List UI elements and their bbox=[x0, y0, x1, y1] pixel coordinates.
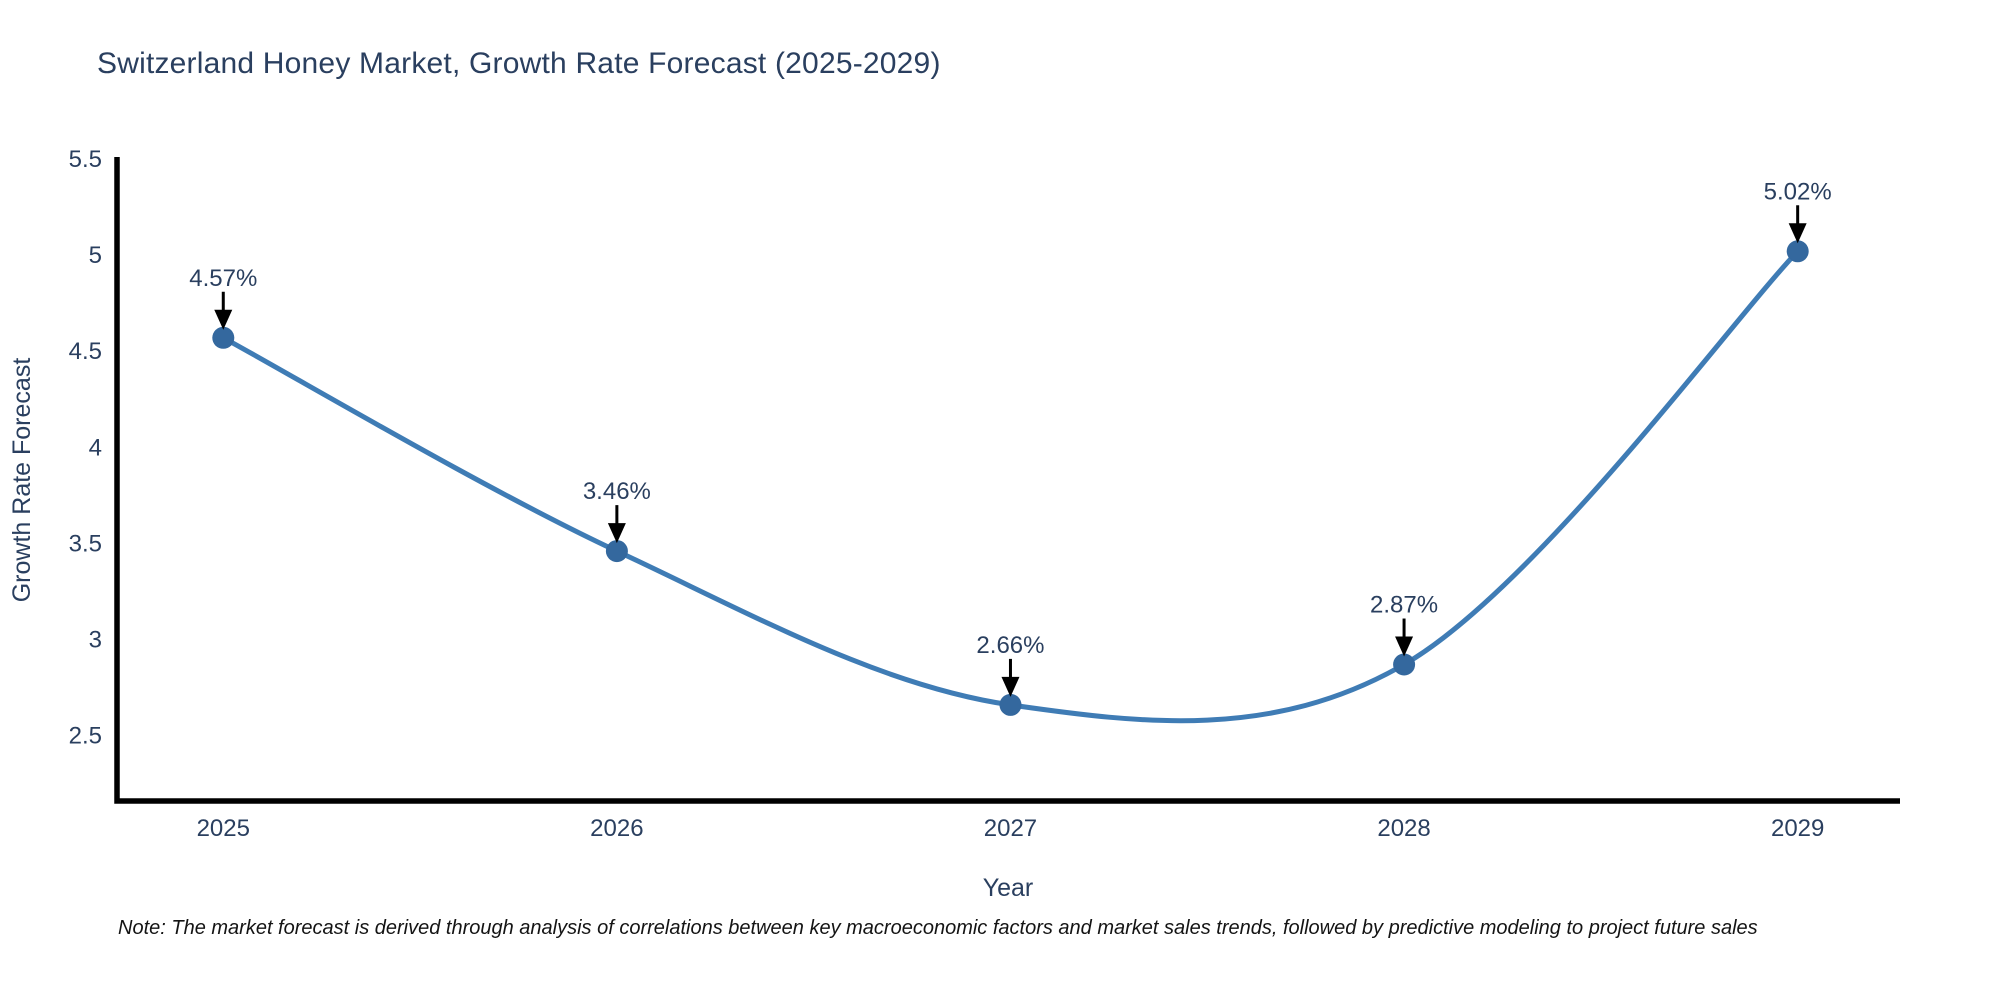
footnote: Note: The market forecast is derived thr… bbox=[118, 917, 1758, 939]
data-point-marker bbox=[212, 326, 235, 349]
y-tick-label: 5.5 bbox=[69, 146, 102, 173]
x-axis-title: Year bbox=[983, 874, 1034, 902]
annotation-arrowhead bbox=[1001, 676, 1020, 697]
y-tick-label: 2.5 bbox=[69, 723, 102, 750]
annotation-arrowhead bbox=[1395, 636, 1414, 657]
data-point-marker bbox=[605, 540, 628, 563]
annotation-arrowhead bbox=[214, 309, 233, 330]
x-tick-label: 2028 bbox=[1377, 815, 1430, 842]
x-tick-label: 2025 bbox=[197, 815, 250, 842]
y-tick-label: 4.5 bbox=[69, 338, 102, 365]
y-tick-label: 3.5 bbox=[69, 530, 102, 557]
annotation-label: 2.87% bbox=[1370, 592, 1438, 619]
page-title: Switzerland Honey Market, Growth Rate Fo… bbox=[97, 47, 941, 80]
annotation-label: 3.46% bbox=[583, 478, 651, 505]
y-tick-label: 4 bbox=[89, 434, 102, 461]
y-tick-label: 3 bbox=[89, 627, 102, 654]
data-point-marker bbox=[999, 693, 1022, 716]
x-tick-label: 2026 bbox=[590, 815, 643, 842]
data-point-marker bbox=[1786, 240, 1809, 263]
data-point-marker bbox=[1393, 653, 1416, 676]
x-tick-label: 2027 bbox=[984, 815, 1037, 842]
annotation-arrowhead bbox=[1788, 223, 1807, 244]
axis-lines bbox=[114, 157, 1900, 804]
annotation-arrowhead bbox=[607, 523, 626, 544]
annotation-label: 2.66% bbox=[976, 632, 1044, 659]
annotation-label: 5.02% bbox=[1764, 178, 1832, 205]
x-tick-label: 2029 bbox=[1771, 815, 1824, 842]
y-tick-label: 5 bbox=[89, 242, 102, 269]
annotation-label: 4.57% bbox=[189, 265, 257, 292]
y-axis-title: Growth Rate Forecast bbox=[8, 358, 36, 603]
